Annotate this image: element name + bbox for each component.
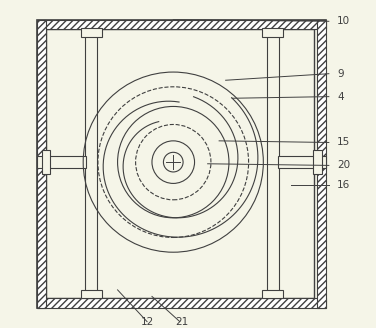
Text: 16: 16 (337, 180, 350, 190)
Bar (45, 30, 314, 298)
Text: 4: 4 (337, 92, 344, 102)
Bar (37, 298, 326, 308)
Bar (267, 30, 279, 298)
Bar (262, 28, 283, 37)
Bar (262, 290, 283, 298)
Bar (80, 28, 102, 37)
Text: 12: 12 (141, 317, 154, 327)
Text: 20: 20 (337, 160, 350, 171)
Bar (42, 150, 50, 174)
Text: 9: 9 (337, 69, 344, 79)
Text: 15: 15 (337, 137, 350, 148)
Bar (37, 20, 326, 308)
Bar (37, 20, 45, 308)
Text: 10: 10 (337, 16, 350, 26)
Bar (278, 156, 326, 168)
Bar (314, 150, 322, 174)
Bar (37, 20, 326, 30)
Bar (85, 30, 97, 298)
Bar (80, 290, 102, 298)
Text: 21: 21 (175, 317, 188, 327)
Bar (317, 20, 326, 308)
Bar (37, 156, 86, 168)
